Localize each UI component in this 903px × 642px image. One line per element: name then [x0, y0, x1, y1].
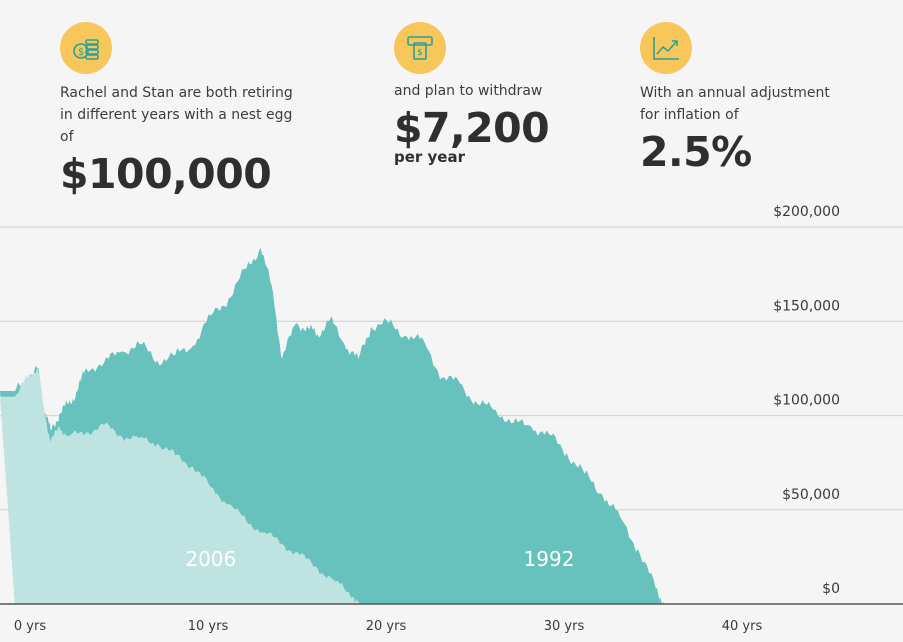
x-tick-label: 30 yrs — [544, 619, 585, 634]
stat-description: Rachel and Stan are both retiring in dif… — [60, 85, 293, 145]
x-tick-label: 0 yrs — [14, 619, 46, 634]
stat-description: With an annual adjustment for inflation … — [640, 85, 830, 123]
stat-icon-badge: $ — [60, 22, 112, 74]
coin-stack-icon: $ — [73, 39, 99, 60]
x-tick-label: 10 yrs — [188, 619, 229, 634]
stat-value: $100,000 — [60, 150, 272, 198]
stat-icon-badge — [640, 22, 692, 74]
series-label-2006: 2006 — [185, 547, 236, 571]
svg-text:$: $ — [78, 47, 84, 58]
y-tick-label: $0 — [822, 581, 840, 597]
svg-text:$: $ — [417, 48, 423, 58]
y-tick-label: $150,000 — [773, 298, 840, 314]
stat-inflation: With an annual adjustment for inflation … — [640, 22, 840, 174]
stat-nest-egg: $ Rachel and Stan are both retiring in d… — [60, 22, 300, 196]
stat-value: $7,200 — [394, 104, 550, 152]
y-tick-label: $200,000 — [773, 204, 840, 220]
stat-value: 2.5% — [640, 128, 752, 176]
x-tick-label: 20 yrs — [366, 619, 407, 634]
series-area-2006 — [0, 366, 361, 604]
stat-withdrawal: $ and plan to withdraw $7,200 per year — [394, 22, 550, 166]
atm-withdraw-icon: $ — [407, 36, 433, 60]
y-tick-label: $50,000 — [782, 487, 840, 503]
growth-chart-icon — [653, 37, 679, 60]
stat-icon-badge: $ — [394, 22, 446, 74]
stat-description: and plan to withdraw — [394, 83, 543, 99]
series-label-1992: 1992 — [524, 547, 575, 571]
y-tick-label: $100,000 — [773, 393, 840, 409]
x-tick-label: 40 yrs — [722, 619, 763, 634]
stat-subtitle: per year — [394, 148, 466, 166]
